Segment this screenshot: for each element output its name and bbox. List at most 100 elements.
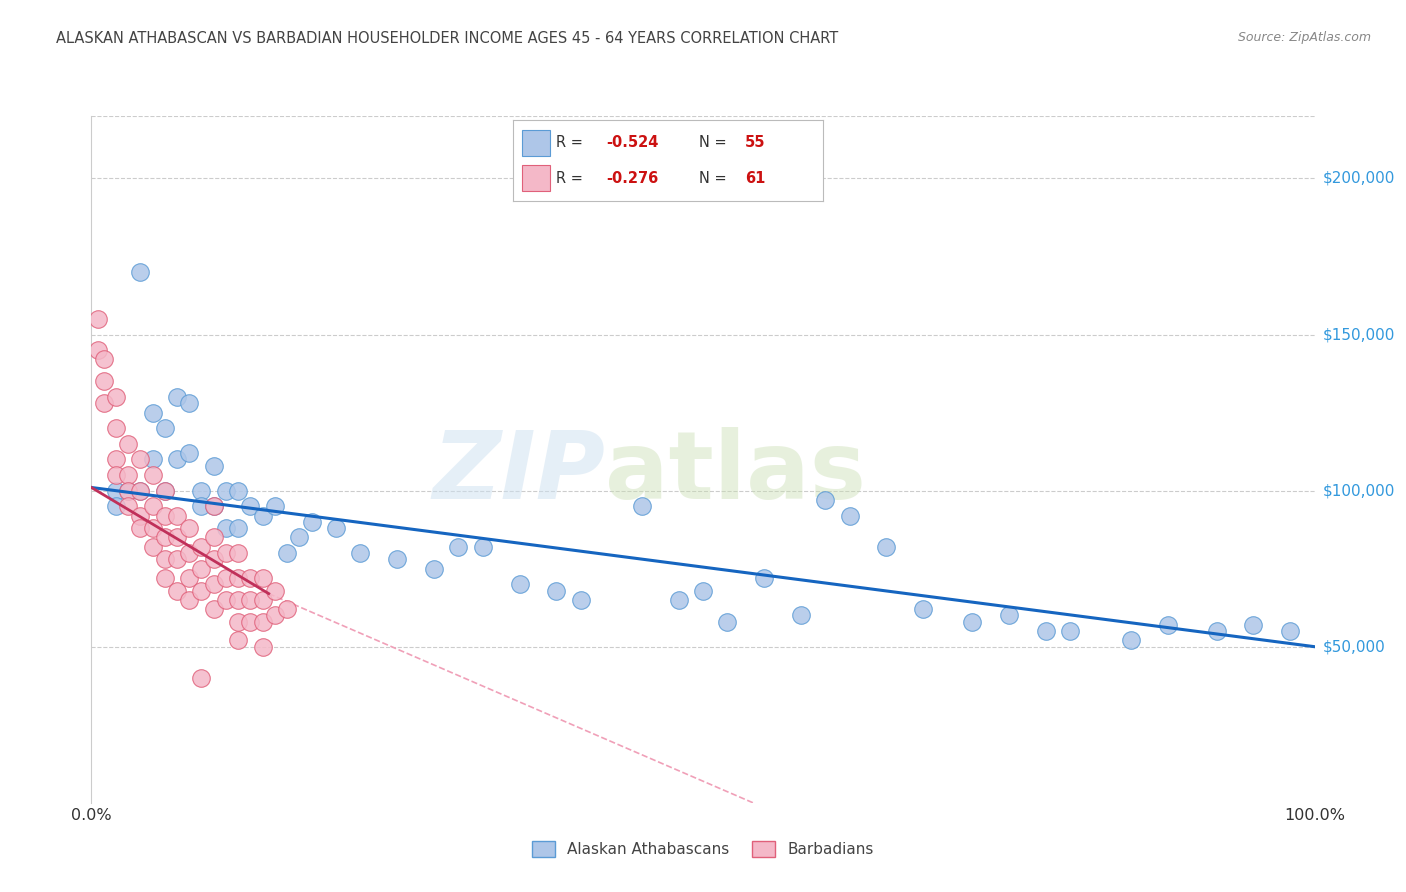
Point bbox=[252, 508, 274, 523]
Point bbox=[998, 608, 1021, 623]
Point bbox=[104, 500, 127, 514]
Y-axis label: Householder Income Ages 45 - 64 years: Householder Income Ages 45 - 64 years bbox=[0, 313, 7, 606]
Point bbox=[252, 592, 274, 607]
Point bbox=[239, 592, 262, 607]
Text: $200,000: $200,000 bbox=[1323, 171, 1395, 186]
Point bbox=[86, 312, 108, 326]
Point bbox=[239, 500, 262, 514]
Point bbox=[129, 521, 152, 535]
Point bbox=[141, 405, 163, 420]
Point bbox=[226, 571, 249, 585]
Point bbox=[385, 552, 409, 566]
Point bbox=[226, 592, 249, 607]
Point bbox=[1243, 617, 1265, 632]
Point bbox=[141, 521, 163, 535]
Point bbox=[215, 571, 238, 585]
Point bbox=[104, 421, 127, 435]
Point bbox=[190, 483, 212, 498]
Text: -0.524: -0.524 bbox=[606, 135, 658, 150]
Point bbox=[93, 352, 115, 367]
Point bbox=[276, 602, 298, 616]
Point bbox=[141, 452, 163, 467]
Point bbox=[1157, 617, 1180, 632]
Point bbox=[166, 508, 188, 523]
Point bbox=[264, 608, 287, 623]
Point bbox=[276, 546, 298, 560]
Text: atlas: atlas bbox=[605, 427, 866, 519]
Point bbox=[93, 396, 115, 410]
Point bbox=[790, 608, 813, 623]
Text: 55: 55 bbox=[745, 135, 766, 150]
Point bbox=[86, 343, 108, 358]
Point bbox=[960, 615, 983, 629]
Point bbox=[141, 540, 163, 554]
Point bbox=[179, 396, 201, 410]
Point bbox=[202, 500, 225, 514]
Bar bbox=[523, 165, 550, 191]
Point bbox=[1035, 624, 1057, 639]
Point bbox=[166, 452, 188, 467]
Point bbox=[190, 562, 212, 576]
Point bbox=[166, 530, 188, 544]
Text: R =: R = bbox=[557, 135, 588, 150]
Point bbox=[117, 437, 139, 451]
Legend: Alaskan Athabascans, Barbadians: Alaskan Athabascans, Barbadians bbox=[531, 841, 875, 857]
Point bbox=[202, 458, 225, 473]
Text: -0.276: -0.276 bbox=[606, 170, 658, 186]
Point bbox=[153, 552, 176, 566]
Point bbox=[190, 583, 212, 598]
Point bbox=[912, 602, 935, 616]
Point bbox=[814, 492, 837, 507]
Point bbox=[264, 583, 287, 598]
Point bbox=[104, 390, 127, 404]
Point bbox=[631, 500, 654, 514]
Point bbox=[190, 500, 212, 514]
Point bbox=[153, 483, 176, 498]
Point bbox=[301, 515, 323, 529]
Point bbox=[1205, 624, 1227, 639]
Point bbox=[239, 615, 262, 629]
Point bbox=[153, 421, 176, 435]
Point bbox=[447, 540, 470, 554]
Point bbox=[716, 615, 738, 629]
Point bbox=[179, 446, 201, 460]
Point bbox=[179, 546, 201, 560]
Point bbox=[129, 483, 152, 498]
Point bbox=[117, 467, 139, 482]
Point bbox=[129, 265, 152, 279]
Point bbox=[166, 583, 188, 598]
Point bbox=[179, 592, 201, 607]
Point bbox=[226, 483, 249, 498]
Point bbox=[202, 530, 225, 544]
Point bbox=[129, 483, 152, 498]
Text: ZIP: ZIP bbox=[432, 427, 605, 519]
Point bbox=[509, 577, 531, 591]
Point bbox=[117, 483, 139, 498]
Point bbox=[288, 530, 311, 544]
Point bbox=[190, 540, 212, 554]
Point bbox=[179, 521, 201, 535]
Point bbox=[202, 602, 225, 616]
Text: R =: R = bbox=[557, 170, 588, 186]
Point bbox=[215, 592, 238, 607]
Point bbox=[153, 508, 176, 523]
Point bbox=[166, 552, 188, 566]
Point bbox=[546, 583, 568, 598]
Bar bbox=[523, 130, 550, 156]
Point bbox=[252, 571, 274, 585]
Point bbox=[239, 571, 262, 585]
Point bbox=[117, 500, 139, 514]
Point bbox=[202, 577, 225, 591]
Point bbox=[252, 640, 274, 654]
Point bbox=[166, 390, 188, 404]
Point bbox=[423, 562, 446, 576]
Text: $50,000: $50,000 bbox=[1323, 640, 1386, 654]
Point bbox=[226, 546, 249, 560]
Point bbox=[129, 508, 152, 523]
Point bbox=[202, 500, 225, 514]
Text: $150,000: $150,000 bbox=[1323, 327, 1395, 342]
Point bbox=[141, 500, 163, 514]
Point bbox=[153, 571, 176, 585]
Point bbox=[141, 467, 163, 482]
Point bbox=[875, 540, 898, 554]
